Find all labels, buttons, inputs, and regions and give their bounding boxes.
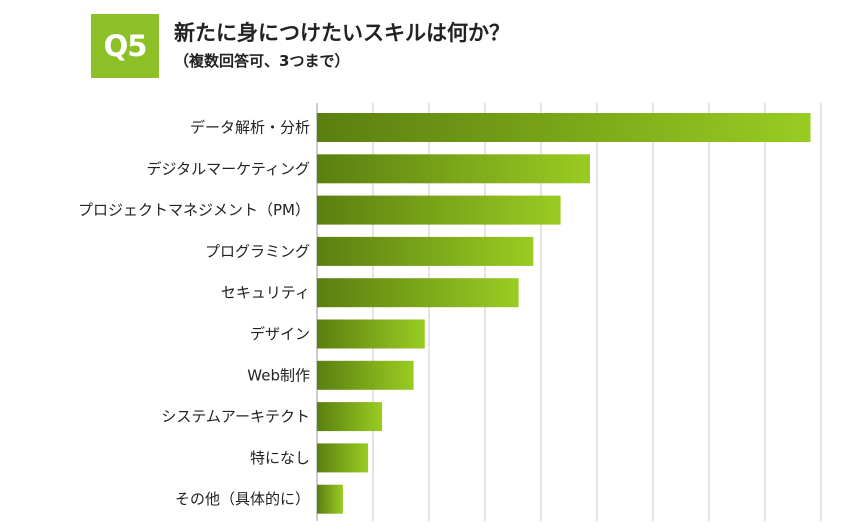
bar-5 <box>317 278 519 308</box>
chart-subtitle: （複数回答可、3つまで） <box>174 52 350 70</box>
bar-10 <box>317 484 343 514</box>
category-label: システムアーキテクト <box>161 408 310 426</box>
bar-4 <box>317 236 534 266</box>
category-label: セキュリティ <box>221 284 310 302</box>
bar-3 <box>317 195 561 225</box>
bar-6 <box>317 319 425 349</box>
bars <box>317 113 811 514</box>
category-label: デザイン <box>250 325 310 343</box>
category-label: その他（具体的に） <box>175 490 310 508</box>
category-label: 特になし <box>250 449 310 467</box>
category-label: Web制作 <box>247 366 310 384</box>
chart-title: 新たに身につけたいスキルは何か？ <box>174 21 510 45</box>
question-badge: Q5 <box>91 14 159 78</box>
bar-2 <box>317 154 590 184</box>
category-label: プロジェクトマネジメント（PM） <box>78 201 310 219</box>
bar-8 <box>317 402 383 432</box>
category-label: デジタルマーケティング <box>146 160 310 178</box>
category-label: データ解析・分析 <box>190 119 310 137</box>
category-label: プログラミング <box>205 242 310 260</box>
bar-7 <box>317 360 414 390</box>
bar-1 <box>317 113 811 142</box>
bar-9 <box>317 443 369 473</box>
